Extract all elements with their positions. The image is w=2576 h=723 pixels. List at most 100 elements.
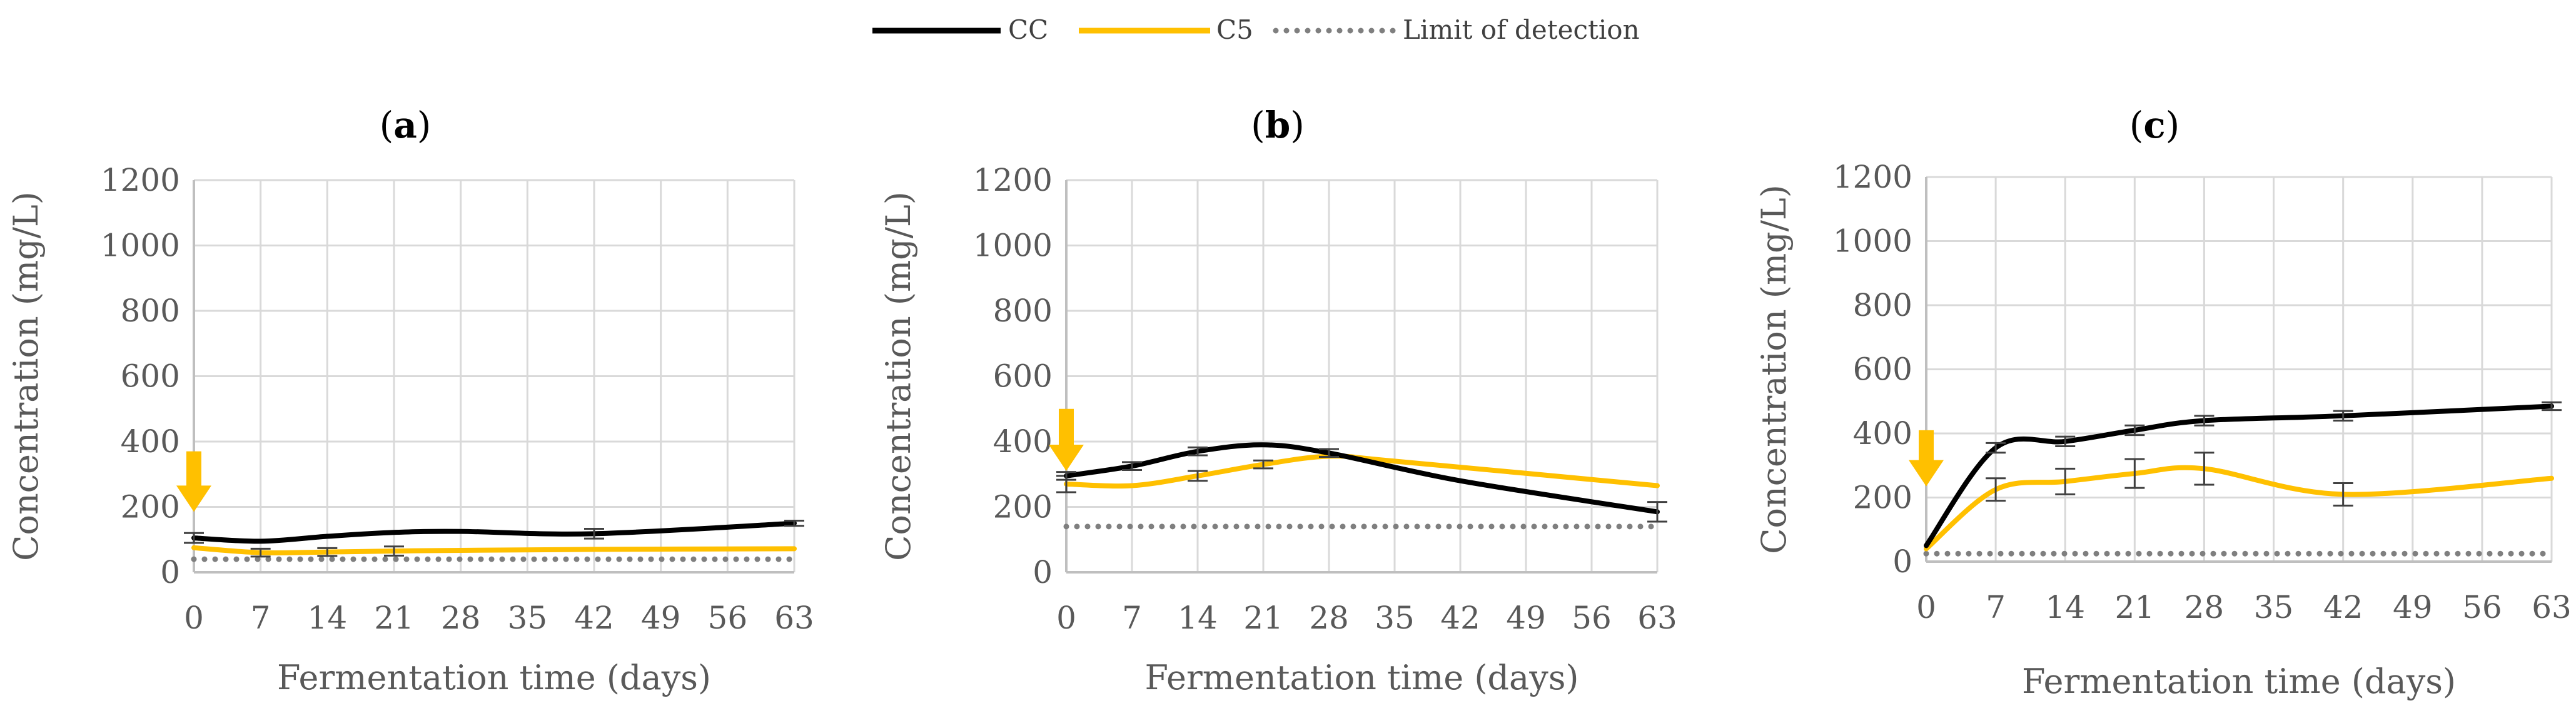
- y-tick-label: 1200: [101, 162, 180, 198]
- data-point-c5-7: [1131, 485, 1133, 487]
- error-bar-cc-42: [2333, 410, 2353, 422]
- error-bar-cc-63: [784, 519, 804, 527]
- error-bar-cc-28: [1319, 448, 1339, 458]
- data-point-cc-7: [260, 540, 261, 542]
- x-tick-label: 21: [1243, 600, 1283, 636]
- legend-label-c5: C5: [1216, 14, 1253, 45]
- data-point-c5-63: [1657, 485, 1658, 487]
- y-tick-label: 200: [121, 489, 180, 525]
- series-line-c5: [191, 545, 797, 556]
- arrow-down-icon: [1049, 408, 1084, 472]
- x-tick-label: 56: [708, 600, 748, 636]
- y-tick-label: 0: [160, 554, 180, 590]
- x-tick-label: 14: [2045, 589, 2085, 625]
- x-tick-label: 63: [774, 600, 814, 636]
- y-tick-label: 600: [993, 358, 1053, 395]
- data-point-c5-63: [2551, 478, 2552, 479]
- chart-title: (b): [1251, 104, 1305, 146]
- series-line-c5: [1064, 453, 1660, 489]
- x-tick-label: 42: [2323, 589, 2363, 625]
- y-tick-label: 800: [993, 293, 1053, 329]
- legend-label-cc: CC: [1008, 14, 1048, 45]
- y-tick-label: 400: [993, 423, 1053, 460]
- error-bar-c5-21: [2124, 458, 2145, 489]
- error-bar-cc-7: [1986, 442, 2006, 454]
- error-bar-c5-14: [1188, 470, 1208, 482]
- x-tick-label: 7: [251, 600, 271, 636]
- y-tick-label: 200: [1853, 480, 1912, 516]
- y-tick-label: 400: [121, 423, 180, 460]
- legend-label-limit-of-detection: Limit of detection: [1403, 14, 1640, 45]
- y-axis-title: Concentration (mg/L): [879, 191, 918, 561]
- y-tick-label: 1000: [973, 228, 1053, 264]
- y-axis-title: Concentration (mg/L): [6, 191, 46, 561]
- x-axis-title: Fermentation time (days): [1145, 658, 1579, 697]
- error-bar-c5-21: [384, 545, 404, 557]
- x-tick-label: 56: [2462, 589, 2502, 625]
- y-tick-label: 1200: [1833, 159, 1912, 195]
- error-bar-cc-14: [2055, 435, 2076, 447]
- y-tick-label: 400: [1853, 415, 1912, 452]
- y-tick-label: 1000: [101, 228, 180, 264]
- series-line-cc: [1064, 442, 1660, 515]
- x-axis-title: Fermentation time (days): [2022, 662, 2456, 701]
- x-tick-label: 56: [1572, 600, 1612, 636]
- arrow-down-icon: [1909, 430, 1944, 487]
- data-point-cc-14: [326, 536, 328, 537]
- data-point-c5-35: [1394, 460, 1395, 462]
- error-bar-c5-42: [2333, 482, 2353, 507]
- x-tick-label: 0: [184, 600, 204, 636]
- panel-a: (a) 0 200 400 600 800 1000 1200 0 7 14 21 28 35 42 49 56…: [6, 104, 814, 697]
- error-bar-c5-21: [1253, 459, 1273, 470]
- data-point-cc-21: [1263, 444, 1264, 445]
- error-bar-c5-28: [2194, 452, 2215, 486]
- error-bar-cc-21: [2124, 424, 2145, 437]
- error-bar-cc-63: [1647, 501, 1667, 523]
- error-bar-cc-28: [2194, 415, 2215, 427]
- error-bar-c5-14: [317, 547, 338, 557]
- x-tick-label: 49: [2393, 589, 2433, 625]
- panel-c: (c) 0 200 400 600 800 1000 1200 0 7 14 21 28 35 42 49 56…: [1754, 104, 2572, 701]
- error-bar-c5-7: [250, 547, 271, 558]
- x-tick-label: 42: [1440, 600, 1480, 636]
- chart-title: (a): [380, 104, 432, 146]
- panel-b: (b) 0 200 400 600 800 1000 1200 0 7 14 21 28 35 42 49 56…: [879, 104, 1677, 697]
- data-point-cc-21: [393, 532, 395, 533]
- x-tick-label: 0: [1916, 589, 1936, 625]
- x-tick-label: 7: [1986, 589, 2006, 625]
- data-point-c5-63: [794, 548, 795, 549]
- x-tick-label: 63: [1637, 600, 1677, 636]
- x-tick-label: 42: [574, 600, 614, 636]
- series-line-c5: [1924, 465, 2554, 552]
- data-point-c5-28: [460, 550, 462, 551]
- x-tick-label: 28: [441, 600, 481, 636]
- x-tick-label: 35: [2254, 589, 2294, 625]
- y-axis-title: Concentration (mg/L): [1754, 185, 1794, 554]
- error-bar-cc-0: [184, 532, 204, 544]
- x-axis-title: Fermentation time (days): [277, 658, 711, 697]
- x-tick-label: 28: [2185, 589, 2225, 625]
- data-point-cc-42: [1460, 480, 1461, 482]
- error-bar-c5-7: [1986, 477, 2006, 502]
- y-tick-label: 800: [1853, 287, 1912, 323]
- data-point-cc-0: [1926, 545, 1927, 546]
- data-point-c5-42: [593, 549, 595, 550]
- y-tick-label: 0: [1892, 544, 1912, 580]
- y-tick-label: 1200: [973, 162, 1053, 198]
- y-tick-label: 1000: [1833, 223, 1912, 260]
- error-bar-cc-14: [1188, 446, 1208, 457]
- x-tick-label: 7: [1122, 600, 1142, 636]
- chart-title: (c): [2129, 104, 2180, 146]
- x-tick-label: 21: [374, 600, 414, 636]
- x-tick-label: 14: [308, 600, 348, 636]
- x-tick-label: 21: [2115, 589, 2155, 625]
- x-tick-label: 49: [641, 600, 681, 636]
- y-tick-label: 800: [121, 293, 180, 329]
- data-point-c5-0: [193, 547, 194, 549]
- x-tick-label: 35: [1375, 600, 1415, 636]
- error-bar-cc-42: [584, 528, 604, 540]
- series-line-cc: [191, 520, 797, 544]
- y-tick-label: 0: [1033, 554, 1053, 590]
- arrow-down-icon: [176, 451, 211, 512]
- x-tick-label: 0: [1056, 600, 1076, 636]
